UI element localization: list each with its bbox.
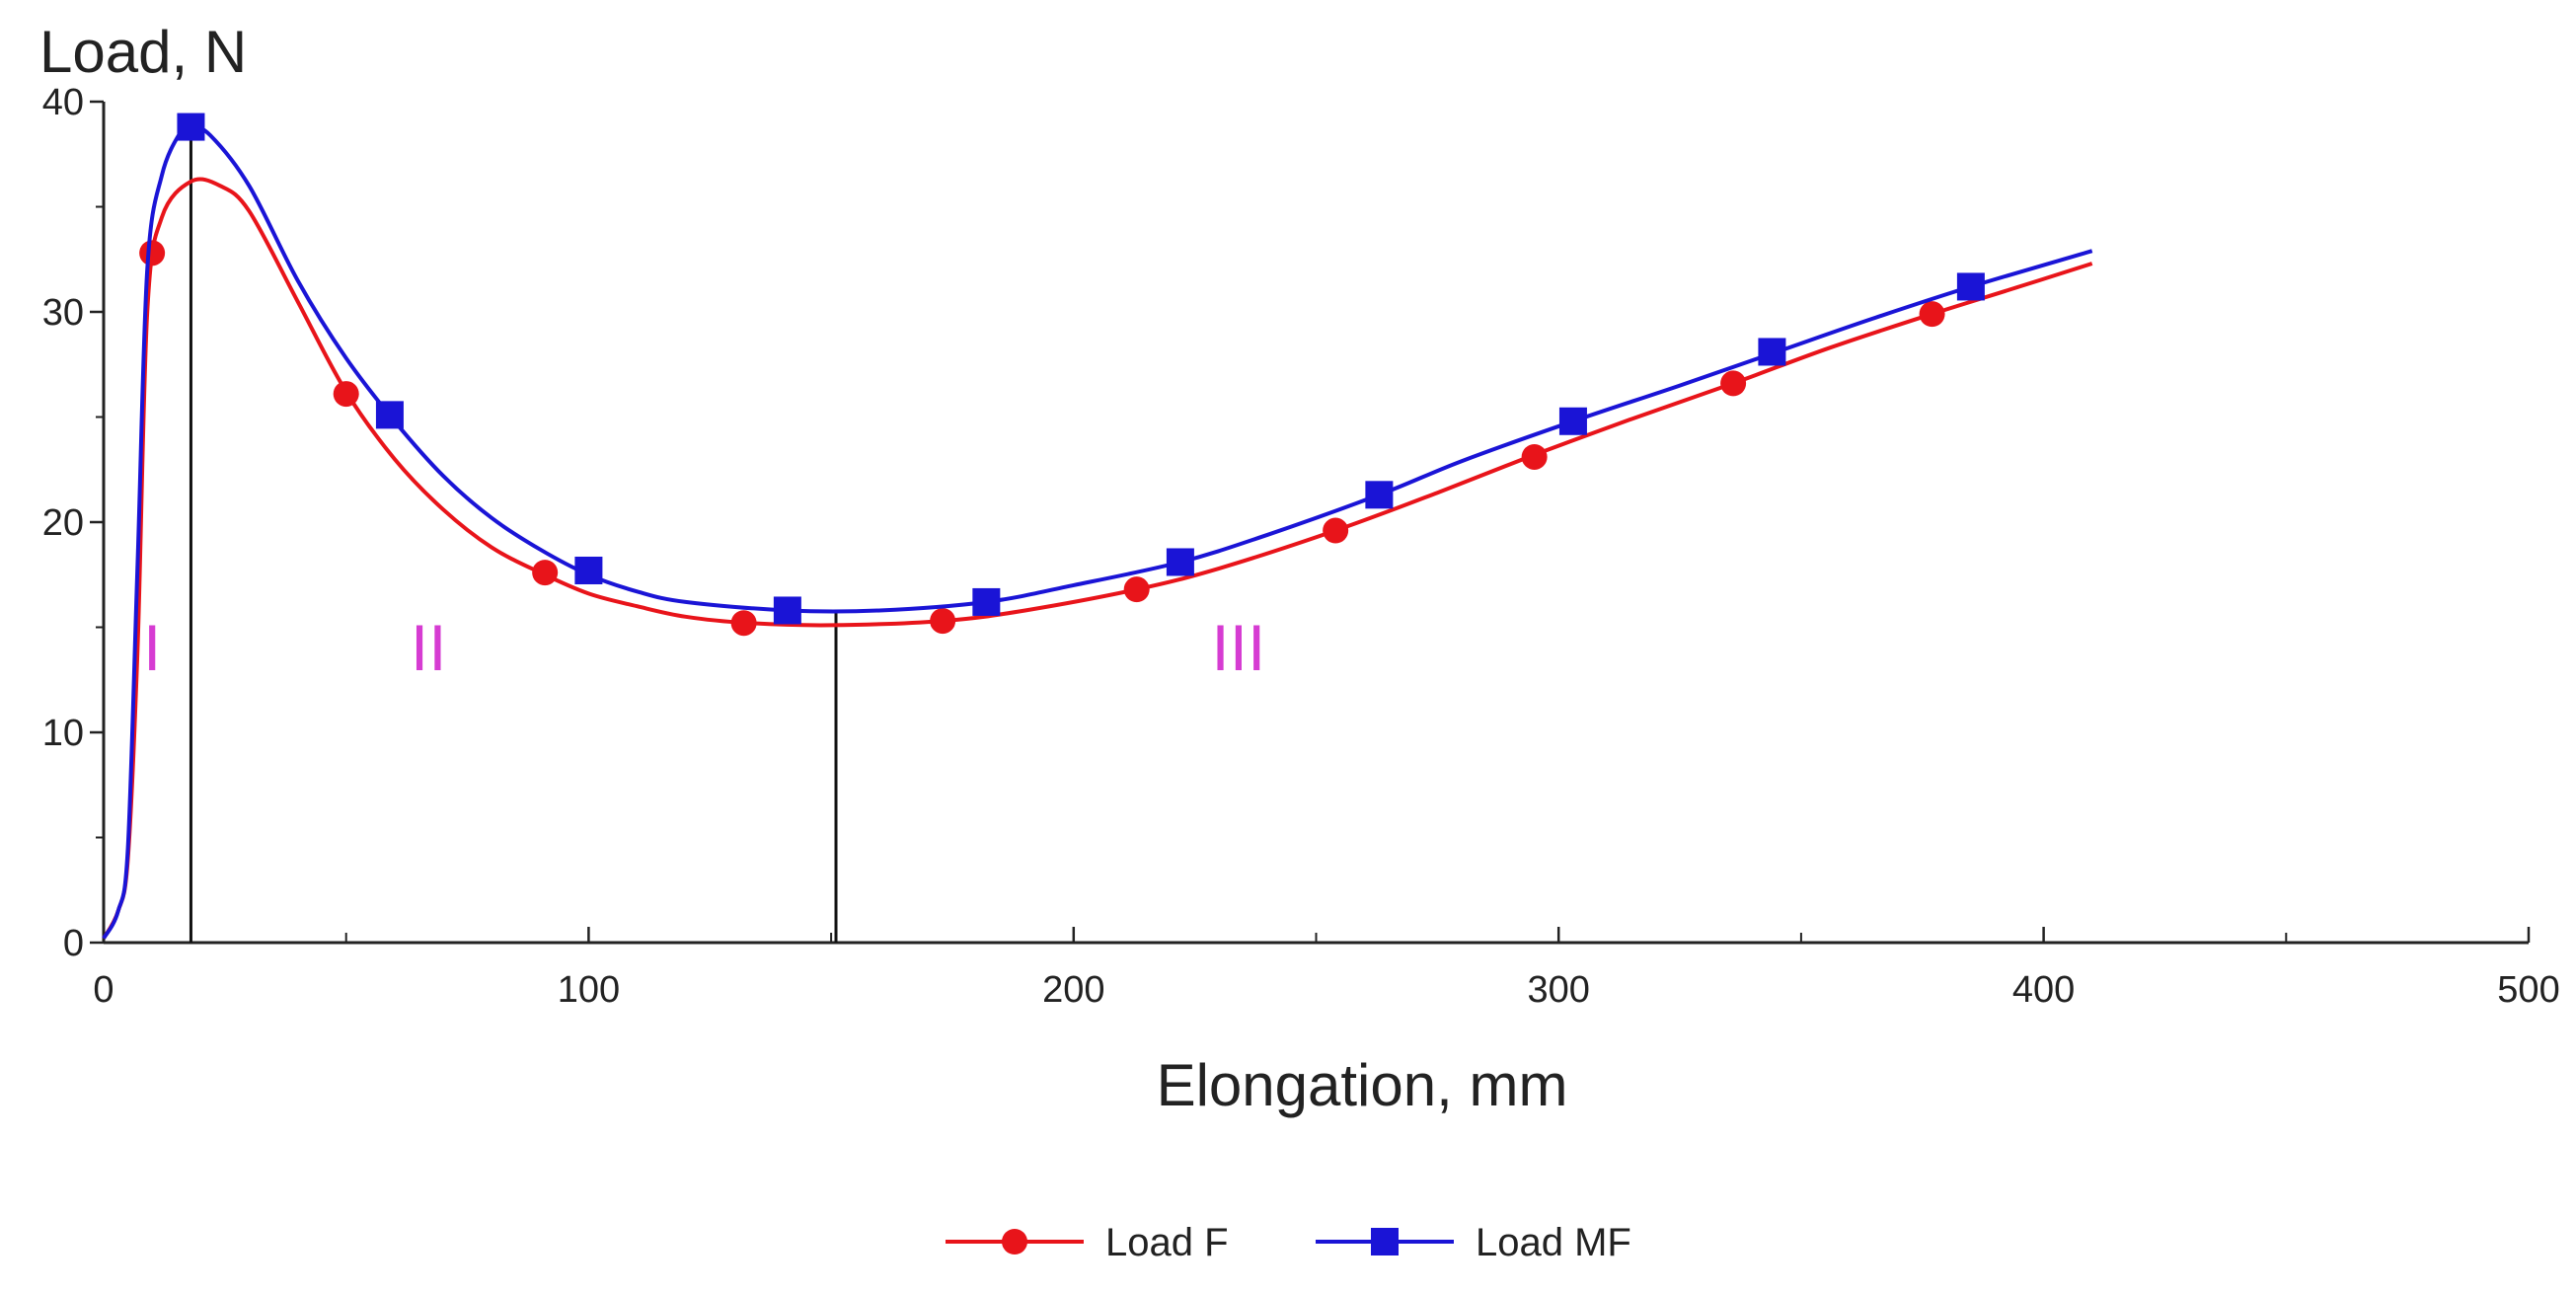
legend-marker-load-f	[1002, 1229, 1027, 1255]
y-tick-label: 0	[63, 923, 84, 964]
x-axis-title: Elongation, mm	[1157, 1052, 1568, 1118]
data-point-load-mf	[1365, 481, 1394, 509]
series-line-load-f	[102, 177, 2093, 940]
series-layer	[102, 113, 2093, 940]
data-point-load-mf	[972, 587, 1001, 616]
x-tick-label: 400	[2012, 969, 2075, 1011]
region-labels: I II III	[143, 611, 1265, 684]
data-point-load-mf	[375, 401, 404, 429]
data-point-load-f	[1521, 443, 1548, 470]
region-label: I	[143, 611, 161, 684]
data-point-load-f	[139, 240, 166, 266]
data-point-load-f	[532, 560, 559, 586]
legend: Load F Load MF	[946, 1221, 1631, 1264]
x-tick-label: 300	[1527, 969, 1589, 1011]
x-ticks: 0 100 200 300 400 500	[93, 927, 2560, 1011]
data-point-load-f	[1323, 517, 1349, 544]
y-ticks: 0 10 20 30 40	[42, 82, 104, 964]
data-point-load-mf	[574, 556, 603, 584]
y-tick-label: 30	[42, 292, 84, 334]
data-point-load-f	[930, 608, 956, 635]
data-point-load-mf	[1558, 407, 1587, 435]
data-point-load-f	[333, 381, 359, 408]
x-tick-label: 500	[2497, 969, 2559, 1011]
region-label: II	[411, 611, 447, 684]
data-point-load-f	[1919, 301, 1945, 328]
x-tick-label: 100	[558, 969, 620, 1011]
region-label: III	[1211, 611, 1265, 684]
data-point-load-mf	[773, 596, 801, 625]
legend-label-load-f: Load F	[1105, 1221, 1229, 1264]
x-tick-label: 200	[1042, 969, 1104, 1011]
axes: 0 100 200 300 400 500 0 10 20 30 40	[42, 82, 2560, 1011]
y-tick-label: 20	[42, 502, 84, 544]
legend-marker-load-mf	[1371, 1228, 1399, 1255]
x-tick-label: 0	[93, 969, 114, 1011]
data-point-load-mf	[1956, 272, 1985, 301]
data-point-load-mf	[1758, 338, 1786, 366]
series-load-f	[102, 177, 2093, 940]
data-point-load-mf	[1166, 548, 1194, 576]
legend-label-load-mf: Load MF	[1476, 1221, 1631, 1264]
vertical-markers	[189, 126, 838, 943]
data-point-load-f	[1123, 576, 1150, 603]
y-tick-label: 40	[42, 82, 84, 123]
series-load-mf	[102, 113, 2093, 940]
y-tick-label: 10	[42, 713, 84, 754]
series-line-load-mf	[102, 123, 2093, 940]
data-point-load-f	[1720, 370, 1747, 397]
data-point-load-f	[730, 610, 757, 637]
data-point-load-mf	[177, 113, 205, 141]
y-axis-title: Load, N	[39, 19, 247, 85]
